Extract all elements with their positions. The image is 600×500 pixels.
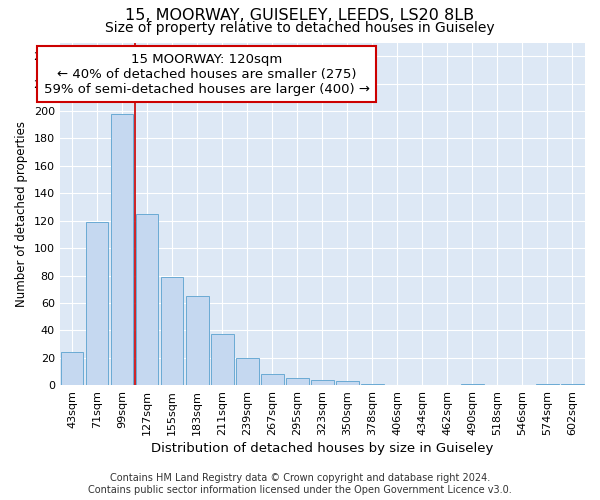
Bar [286, 378, 308, 385]
Bar [136, 214, 158, 385]
Text: 15 MOORWAY: 120sqm
← 40% of detached houses are smaller (275)
59% of semi-detach: 15 MOORWAY: 120sqm ← 40% of detached hou… [44, 53, 370, 96]
Bar [186, 296, 209, 385]
Bar [111, 114, 133, 385]
Bar [311, 380, 334, 385]
Bar [361, 384, 383, 385]
Bar [261, 374, 284, 385]
Bar [536, 384, 559, 385]
Text: 15, MOORWAY, GUISELEY, LEEDS, LS20 8LB: 15, MOORWAY, GUISELEY, LEEDS, LS20 8LB [125, 8, 475, 22]
Bar [561, 384, 584, 385]
Bar [61, 352, 83, 385]
Bar [86, 222, 109, 385]
X-axis label: Distribution of detached houses by size in Guiseley: Distribution of detached houses by size … [151, 442, 494, 455]
Text: Size of property relative to detached houses in Guiseley: Size of property relative to detached ho… [105, 21, 495, 35]
Text: Contains HM Land Registry data © Crown copyright and database right 2024.
Contai: Contains HM Land Registry data © Crown c… [88, 474, 512, 495]
Bar [161, 277, 184, 385]
Bar [211, 334, 233, 385]
Bar [336, 381, 359, 385]
Y-axis label: Number of detached properties: Number of detached properties [15, 121, 28, 307]
Bar [461, 384, 484, 385]
Bar [236, 358, 259, 385]
